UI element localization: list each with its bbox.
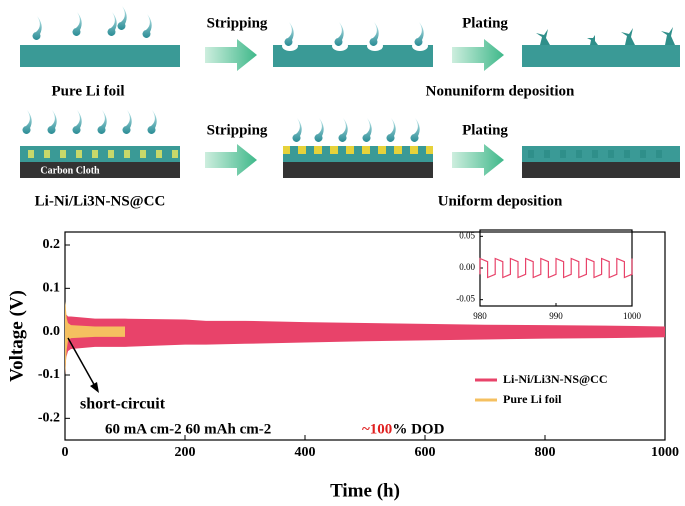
step-label: Stripping xyxy=(207,122,268,138)
step-label: Plating xyxy=(462,15,508,31)
x-tick-label: 1000 xyxy=(651,445,679,460)
li-foil xyxy=(522,45,680,67)
x-tick-label: 800 xyxy=(535,445,556,460)
y-tick-label: 0.05 xyxy=(459,230,475,240)
chart: 0 200 400 600 800 1000 -0.2 -0.1 0.0 0.1 0.2 Li-Ni/… xyxy=(6,229,679,501)
droplets xyxy=(32,6,152,40)
annotation: short-circuit xyxy=(80,396,166,413)
result-label: Uniform deposition xyxy=(438,193,563,209)
y-tick-label: 0.00 xyxy=(459,262,475,272)
arrow xyxy=(452,39,504,71)
arrow xyxy=(205,144,257,176)
droplets xyxy=(22,110,157,134)
x-tick-label: 200 xyxy=(175,445,196,460)
carbon-cloth xyxy=(283,162,433,178)
annotation-arrow xyxy=(67,337,97,389)
y-tick-label: -0.05 xyxy=(456,294,475,304)
carbon-cloth xyxy=(20,162,180,178)
x-tick-label: 400 xyxy=(295,445,316,460)
x-axis-label: Time (h) xyxy=(330,480,400,501)
annotation: % DOD xyxy=(392,421,444,437)
x-tick-label: 980 xyxy=(473,311,487,321)
annotation: 60 mA cm-2 60 mAh cm-2 xyxy=(105,421,271,437)
y-tick-label: -0.1 xyxy=(38,367,60,382)
droplets xyxy=(284,22,424,46)
x-tick-label: 0 xyxy=(62,445,69,460)
droplets xyxy=(292,118,420,142)
y-tick-label: 0.1 xyxy=(43,281,61,296)
result-label: Nonuniform deposition xyxy=(426,83,575,99)
nanosheets xyxy=(28,150,178,158)
step-label: Stripping xyxy=(207,15,268,31)
annotation: ~100 xyxy=(362,421,392,437)
substrate-label: Carbon Cloth xyxy=(40,165,100,176)
arrow xyxy=(205,39,257,71)
annotation-arrowhead xyxy=(90,382,99,393)
carbon-cloth xyxy=(522,162,680,178)
dendrites xyxy=(536,27,675,45)
li-foil xyxy=(273,45,433,67)
voltage-band xyxy=(65,314,665,375)
y-tick-label: 0.0 xyxy=(43,324,61,339)
step-label: Plating xyxy=(462,122,508,138)
legend-label: Pure Li foil xyxy=(503,392,562,406)
x-tick-label: 1000 xyxy=(623,311,642,321)
x-tick-label: 990 xyxy=(549,311,563,321)
y-tick-label: -0.2 xyxy=(38,411,60,426)
nanosheets xyxy=(290,146,426,154)
row-label: Pure Li foil xyxy=(51,83,124,99)
schematic: Stripping Plating Pure Li foil Nonunifor… xyxy=(20,6,680,209)
nanosheets xyxy=(528,150,662,158)
composite xyxy=(283,154,433,162)
arrow xyxy=(452,144,504,176)
voltage-line xyxy=(479,257,633,279)
y-axis-label: Voltage (V) xyxy=(6,290,27,382)
x-tick-label: 600 xyxy=(415,445,436,460)
row-label: Li-Ni/Li3N-NS@CC xyxy=(35,193,166,209)
li-foil xyxy=(20,45,180,67)
legend-label: Li-Ni/Li3N-NS@CC xyxy=(503,372,608,386)
y-tick-label: 0.2 xyxy=(43,237,61,252)
